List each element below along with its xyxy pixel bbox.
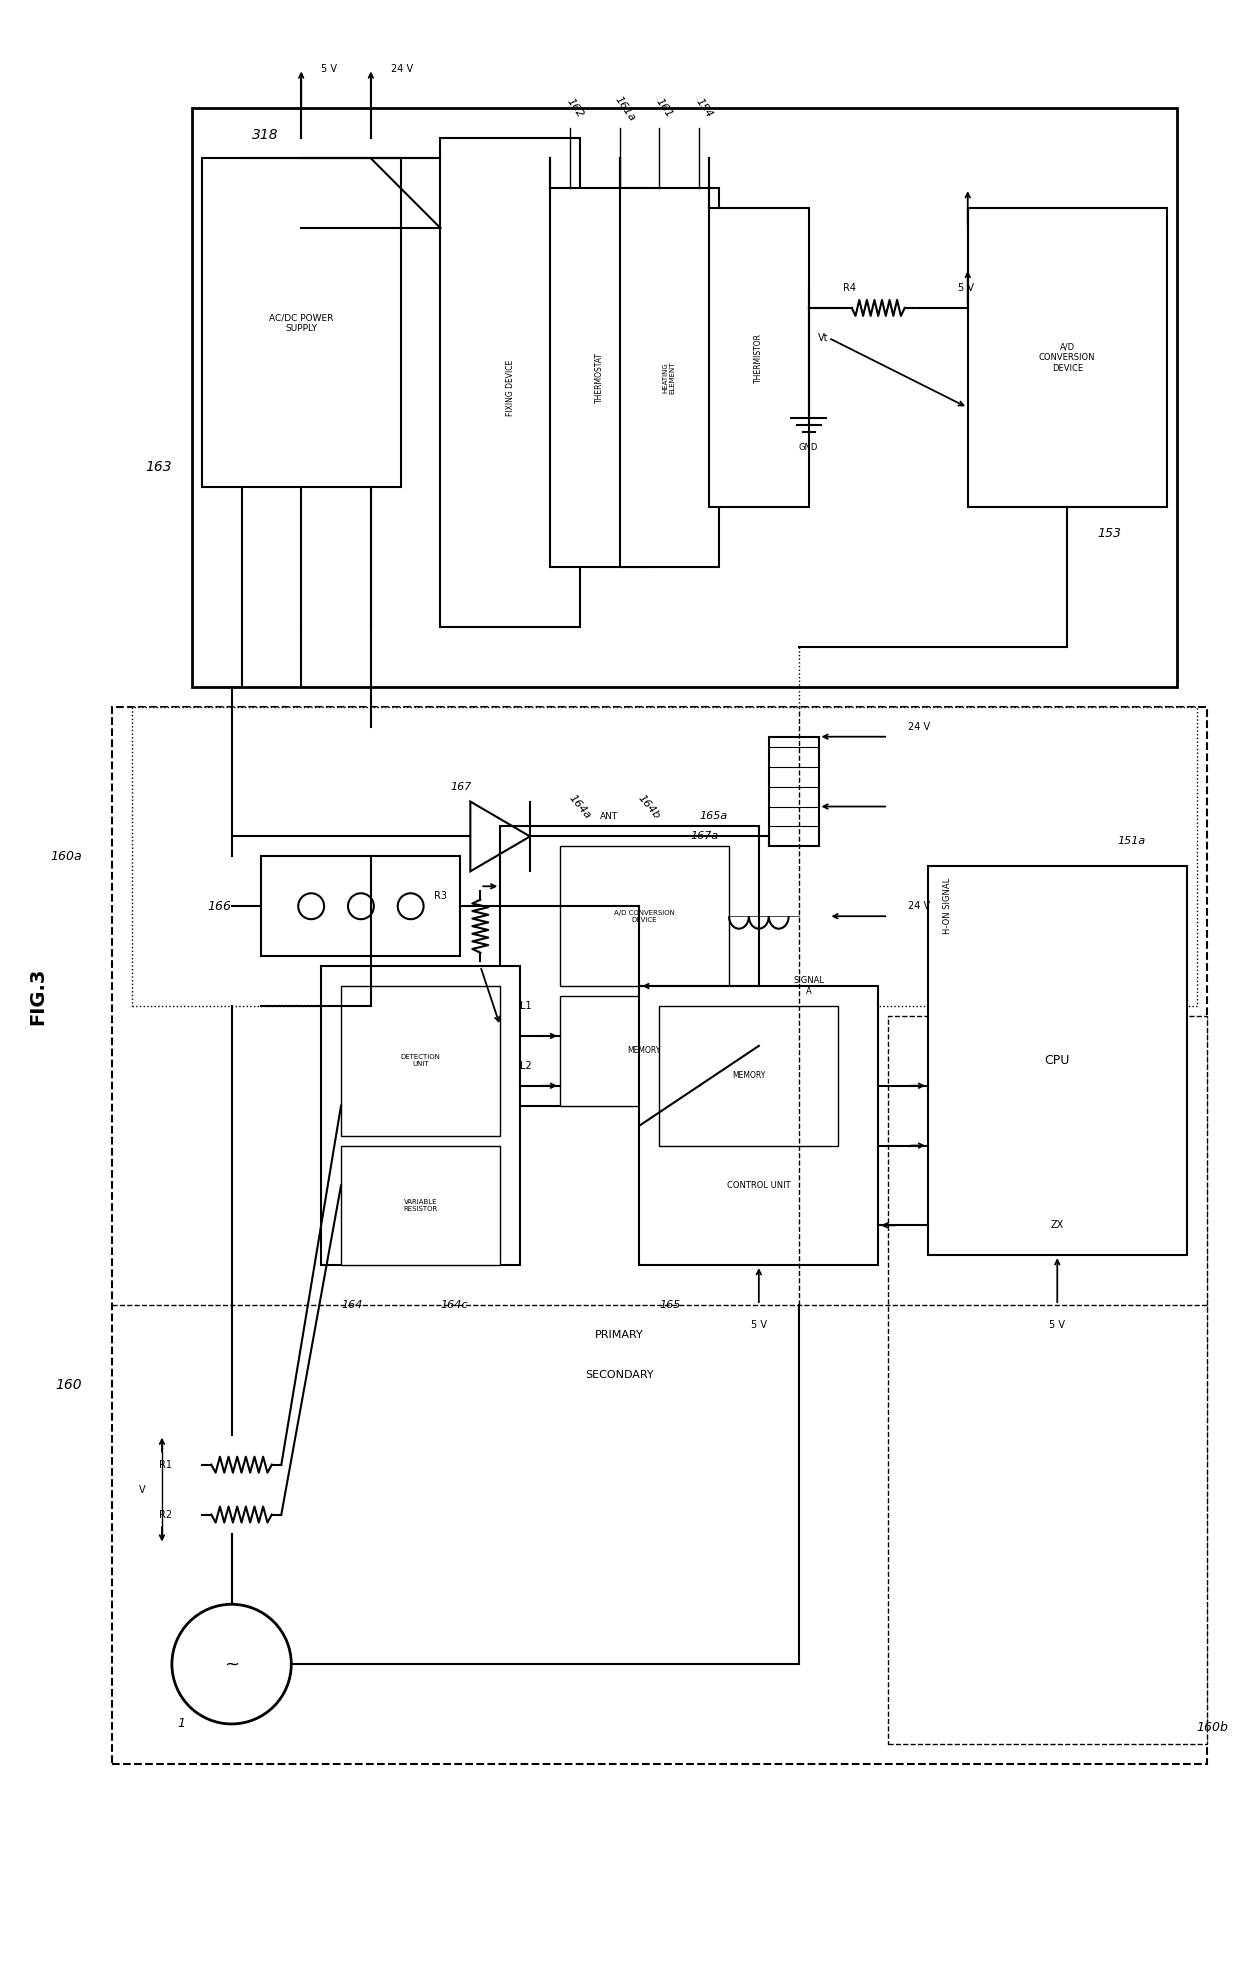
Text: ANT: ANT (600, 812, 618, 820)
Text: GND: GND (799, 443, 818, 453)
Bar (769, 737, 818, 846)
Text: MEMORY: MEMORY (732, 1070, 765, 1080)
Bar (620, 189, 719, 568)
Text: R3: R3 (434, 892, 446, 902)
Text: 24 V: 24 V (391, 64, 413, 73)
Text: PRIMARY: PRIMARY (595, 1331, 644, 1341)
Text: FIXING DEVICE: FIXING DEVICE (506, 359, 515, 415)
Text: 165: 165 (660, 1301, 681, 1311)
Text: 151a: 151a (1117, 836, 1146, 846)
Text: SECONDARY: SECONDARY (585, 1370, 653, 1380)
Text: 165a: 165a (699, 812, 728, 822)
Text: MEMORY: MEMORY (627, 1047, 661, 1055)
Text: R1: R1 (159, 1460, 172, 1470)
Text: 163: 163 (145, 461, 172, 475)
Text: H-ON SIGNAL: H-ON SIGNAL (944, 878, 952, 933)
Bar (500, 826, 759, 1106)
Bar (262, 856, 460, 955)
Text: AC/DC POWER
SUPPLY: AC/DC POWER SUPPLY (269, 314, 334, 332)
Text: 5 V: 5 V (321, 64, 337, 73)
Text: 24 V: 24 V (908, 721, 930, 731)
Text: 5 V: 5 V (957, 282, 973, 294)
Text: 5 V: 5 V (751, 1321, 766, 1331)
Text: R4: R4 (843, 282, 857, 294)
Text: 160a: 160a (51, 850, 82, 862)
Bar (560, 997, 729, 1106)
Bar (549, 189, 650, 568)
Text: 164: 164 (341, 1301, 362, 1311)
Bar (192, 109, 1177, 687)
Bar (888, 1017, 1207, 1744)
Text: DETECTION
UNIT: DETECTION UNIT (401, 1055, 440, 1066)
Text: R2: R2 (159, 1509, 172, 1519)
Bar (202, 159, 401, 487)
Text: 318: 318 (252, 129, 278, 143)
Bar (321, 965, 520, 1265)
Text: VARIABLE
RESISTOR: VARIABLE RESISTOR (403, 1200, 438, 1211)
Text: 5 V: 5 V (1049, 1321, 1065, 1331)
Text: 24 V: 24 V (908, 902, 930, 912)
Text: 164b: 164b (636, 792, 662, 820)
Text: CONTROL UNIT: CONTROL UNIT (727, 1182, 791, 1190)
Text: 164a: 164a (567, 792, 593, 820)
Text: 167a: 167a (691, 832, 719, 842)
Text: V: V (139, 1486, 145, 1495)
Text: THERMOSTAT: THERMOSTAT (595, 352, 604, 403)
Text: CPU: CPU (1044, 1055, 1070, 1066)
Text: L2: L2 (520, 1061, 532, 1070)
Bar (640, 985, 878, 1265)
Text: 161a: 161a (613, 93, 636, 123)
Text: HEATING
ELEMENT: HEATING ELEMENT (663, 361, 676, 393)
Text: 154: 154 (694, 97, 714, 119)
Text: THERMISTOR: THERMISTOR (754, 334, 764, 383)
Text: 161: 161 (655, 97, 675, 119)
Text: 167: 167 (450, 782, 471, 792)
Text: ZX: ZX (1050, 1219, 1064, 1231)
Bar (133, 707, 1197, 1007)
Text: ~: ~ (224, 1654, 239, 1672)
Text: 162: 162 (564, 97, 585, 119)
Text: 164c: 164c (440, 1301, 467, 1311)
Bar (560, 846, 729, 985)
Text: A/D CONVERSION
DEVICE: A/D CONVERSION DEVICE (614, 910, 675, 923)
Text: A/D
CONVERSION
DEVICE: A/D CONVERSION DEVICE (1039, 344, 1095, 373)
Bar (967, 209, 1167, 506)
Text: Vt: Vt (818, 334, 828, 344)
Bar (112, 707, 1207, 1764)
Bar (440, 139, 580, 628)
Bar (709, 209, 808, 506)
Bar (660, 1007, 838, 1146)
Bar (341, 1146, 500, 1265)
Text: 160b: 160b (1197, 1722, 1229, 1734)
Bar (341, 985, 500, 1136)
Text: 153: 153 (1097, 528, 1121, 540)
Bar (928, 866, 1187, 1255)
Text: 166: 166 (207, 900, 232, 914)
Text: FIG.3: FIG.3 (29, 967, 47, 1025)
Text: SIGNAL
A: SIGNAL A (794, 977, 825, 995)
Text: 160: 160 (56, 1378, 82, 1392)
Text: L1: L1 (520, 1001, 532, 1011)
Text: 1: 1 (177, 1718, 186, 1730)
